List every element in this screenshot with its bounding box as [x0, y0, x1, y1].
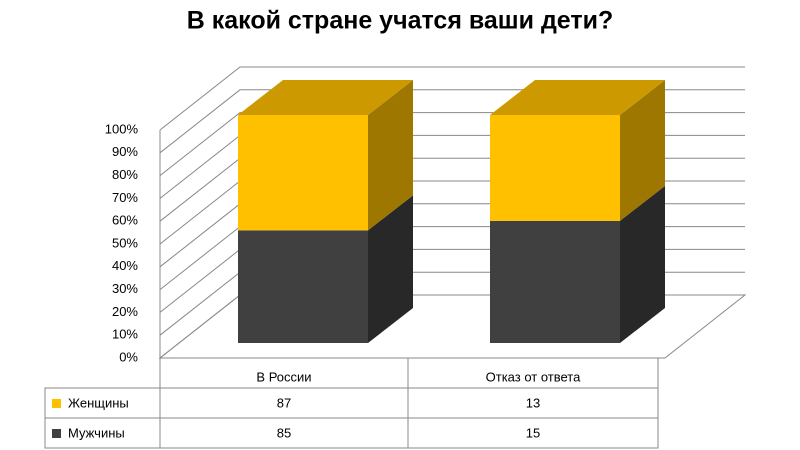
bar-side — [620, 80, 665, 221]
y-tick-label: 60% — [112, 213, 138, 228]
bar-side — [620, 185, 665, 343]
legend-swatch — [52, 399, 61, 408]
y-tick-label: 70% — [112, 190, 138, 205]
bar-segment — [490, 115, 620, 221]
y-tick-label: 30% — [112, 281, 138, 296]
y-tick-label: 90% — [112, 144, 138, 159]
table-row — [44, 387, 659, 419]
table-value: 87 — [277, 395, 291, 410]
y-tick-label: 20% — [112, 304, 138, 319]
bar-segment — [238, 115, 368, 231]
category-label: В России — [256, 369, 311, 384]
bar-segment — [490, 220, 620, 343]
bar-side — [368, 80, 413, 231]
y-tick-label: 50% — [112, 235, 138, 250]
grid-line — [159, 66, 745, 131]
y-tick-label: 40% — [112, 258, 138, 273]
y-tick-label: 10% — [112, 327, 138, 342]
table-value: 85 — [277, 425, 291, 440]
table-value: 13 — [526, 395, 540, 410]
bar-top — [238, 80, 413, 115]
bar-segment — [238, 230, 368, 343]
table-value: 15 — [526, 425, 540, 440]
chart-title: В какой стране учатся ваши дети? — [187, 7, 614, 35]
bar-top — [490, 80, 665, 115]
category-label: Отказ от ответа — [486, 369, 581, 384]
y-tick-label: 100% — [105, 121, 139, 136]
legend-swatch — [52, 429, 61, 438]
bar-side — [368, 195, 413, 343]
legend-label: Мужчины — [68, 425, 125, 440]
legend-label: Женщины — [68, 395, 129, 410]
y-tick-label: 0% — [119, 349, 138, 364]
table-row — [44, 417, 659, 449]
y-tick-label: 80% — [112, 167, 138, 182]
